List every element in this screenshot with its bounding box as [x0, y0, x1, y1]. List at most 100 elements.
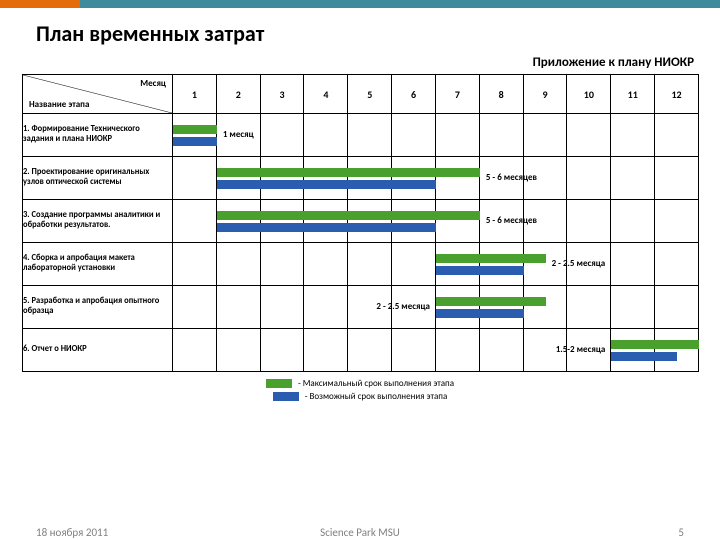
- gantt-cell: [216, 329, 260, 372]
- task-row: 3. Создание программы аналитики и обрабо…: [23, 200, 699, 243]
- gantt-cell: 1.5-2 месяца: [173, 329, 217, 372]
- gantt-cell: [304, 114, 348, 157]
- month-header: 8: [479, 75, 523, 114]
- gantt-cell: [479, 286, 523, 329]
- gantt-cell: [348, 329, 392, 372]
- gantt-cell: [348, 200, 392, 243]
- month-header: 6: [392, 75, 436, 114]
- gantt-cell: [216, 243, 260, 286]
- gantt-cell: [655, 114, 699, 157]
- gantt-cell: [392, 329, 436, 372]
- gantt-cell: [304, 157, 348, 200]
- legend-swatch-max: [266, 379, 292, 388]
- month-header: 12: [655, 75, 699, 114]
- gantt-cell: [435, 329, 479, 372]
- gantt-cell: 1 месяц: [173, 114, 217, 157]
- gantt-cell: [567, 243, 611, 286]
- gantt-cell: [523, 200, 567, 243]
- gantt-cell: [304, 243, 348, 286]
- gantt-cell: [523, 157, 567, 200]
- month-header: 11: [611, 75, 655, 114]
- gantt-cell: [479, 114, 523, 157]
- legend-swatch-min: [273, 392, 299, 401]
- gantt-cell: [304, 329, 348, 372]
- gantt-cell: [523, 286, 567, 329]
- bar-max: [173, 125, 217, 134]
- gantt-cell: [435, 200, 479, 243]
- gantt-cell: [348, 286, 392, 329]
- gantt-cell: [348, 114, 392, 157]
- gantt-cell: [392, 243, 436, 286]
- gantt-cell: [567, 286, 611, 329]
- task-name: 5. Разработка и апробация опытного образ…: [23, 286, 173, 329]
- gantt-cell: 5 - 6 месяцев: [173, 157, 217, 200]
- task-name: 1. Формирование Технического задания и п…: [23, 114, 173, 157]
- page-title: План временных затрат: [0, 8, 720, 55]
- gantt-cell: [392, 114, 436, 157]
- gantt-cell: [523, 329, 567, 372]
- legend-label-min: - Возможный срок выполнения этапа: [305, 391, 448, 402]
- task-row: 2. Проектирование оригинальных узлов опт…: [23, 157, 699, 200]
- gantt-cell: [655, 286, 699, 329]
- task-row: 4. Сборка и апробация макета лабораторно…: [23, 243, 699, 286]
- gantt-cell: [260, 243, 304, 286]
- task-name: 4. Сборка и апробация макета лабораторно…: [23, 243, 173, 286]
- task-name: 6. Отчет о НИОКР: [23, 329, 173, 372]
- month-header: 4: [304, 75, 348, 114]
- gantt-cell: [260, 329, 304, 372]
- gantt-cell: [435, 157, 479, 200]
- header-task-label: Название этапа: [29, 99, 89, 110]
- header-stripe: [0, 0, 720, 8]
- month-header: 7: [435, 75, 479, 114]
- gantt-cell: 2 - 2.5 месяца: [173, 243, 217, 286]
- gantt-cell: [304, 200, 348, 243]
- gantt-cell: [392, 200, 436, 243]
- gantt-cell: [479, 243, 523, 286]
- gantt-cell: [655, 200, 699, 243]
- gantt-cell: [611, 200, 655, 243]
- bar-min: [173, 137, 217, 146]
- month-header: 9: [523, 75, 567, 114]
- gantt-cell: [611, 243, 655, 286]
- gantt-cell: [567, 329, 611, 372]
- legend-label-max: - Максимальный срок выполнения этапа: [298, 378, 454, 389]
- gantt-cell: [304, 286, 348, 329]
- header-diag: МесяцНазвание этапа: [23, 75, 173, 114]
- gantt-cell: [435, 243, 479, 286]
- gantt-cell: [435, 286, 479, 329]
- gantt-cell: [435, 114, 479, 157]
- gantt-cell: 2 - 2.5 месяца: [173, 286, 217, 329]
- gantt-cell: [611, 114, 655, 157]
- gantt-cell: [567, 200, 611, 243]
- gantt-cell: [567, 157, 611, 200]
- month-header: 2: [216, 75, 260, 114]
- gantt-cell: [260, 286, 304, 329]
- task-row: 6. Отчет о НИОКР1.5-2 месяца: [23, 329, 699, 372]
- task-row: 5. Разработка и апробация опытного образ…: [23, 286, 699, 329]
- gantt-cell: [216, 114, 260, 157]
- gantt-cell: [348, 243, 392, 286]
- month-header: 3: [260, 75, 304, 114]
- gantt-cell: [523, 243, 567, 286]
- gantt-cell: [216, 200, 260, 243]
- month-header: 1: [173, 75, 217, 114]
- task-name: 2. Проектирование оригинальных узлов опт…: [23, 157, 173, 200]
- gantt-cell: [567, 114, 611, 157]
- gantt-cell: [655, 243, 699, 286]
- gantt-cell: [260, 114, 304, 157]
- task-name: 3. Создание программы аналитики и обрабо…: [23, 200, 173, 243]
- gantt-cell: 5 - 6 месяцев: [173, 200, 217, 243]
- gantt-cell: [611, 329, 655, 372]
- footer-org: Science Park MSU: [0, 526, 720, 539]
- month-header: 10: [567, 75, 611, 114]
- gantt-cell: [216, 157, 260, 200]
- stripe-teal: [80, 0, 720, 8]
- gantt-cell: [348, 157, 392, 200]
- gantt-cell: [260, 157, 304, 200]
- gantt-cell: [392, 286, 436, 329]
- month-header: 5: [348, 75, 392, 114]
- gantt-cell: [479, 200, 523, 243]
- gantt-cell: [479, 157, 523, 200]
- gantt-cell: [655, 157, 699, 200]
- footer-page: 5: [678, 526, 684, 539]
